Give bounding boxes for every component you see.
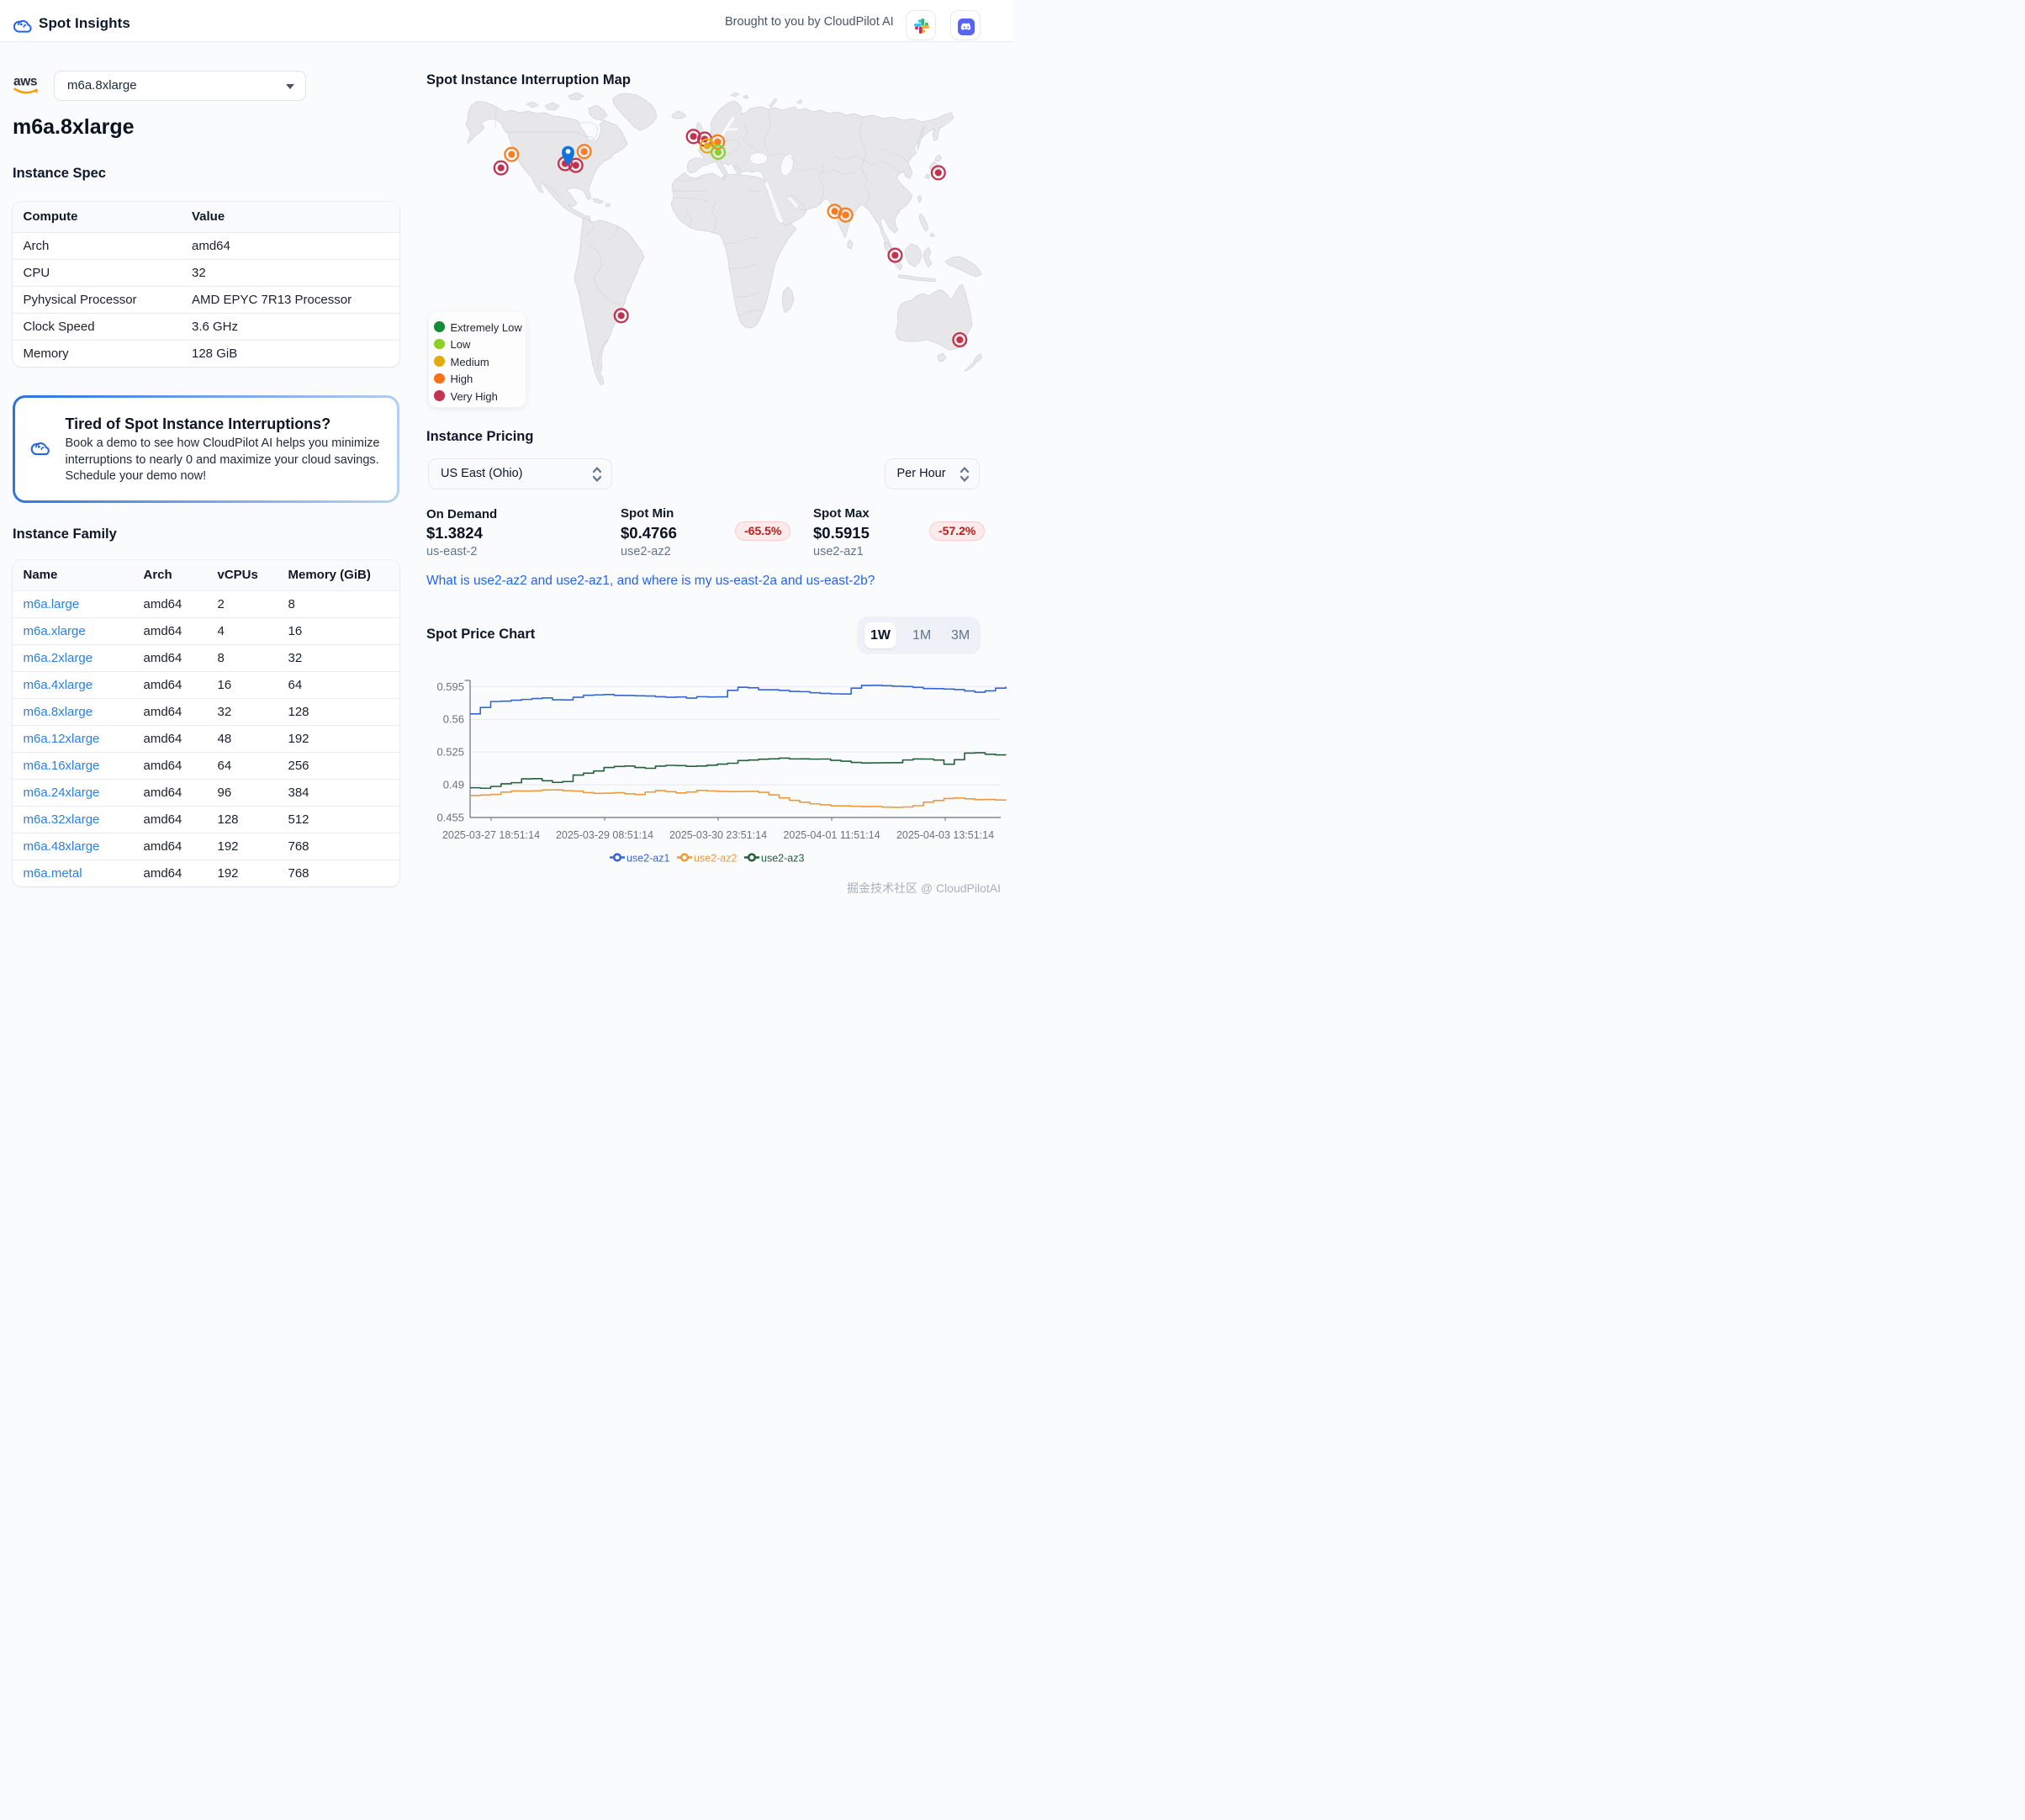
svg-text:0.56: 0.56 [443, 713, 464, 726]
svg-text:0.595: 0.595 [436, 680, 464, 693]
svg-text:2025-04-03 13:51:14: 2025-04-03 13:51:14 [896, 829, 994, 841]
svg-text:0.455: 0.455 [436, 812, 464, 824]
svg-text:2025-03-29 08:51:14: 2025-03-29 08:51:14 [556, 829, 653, 841]
svg-text:2025-03-27 18:51:14: 2025-03-27 18:51:14 [442, 829, 540, 841]
svg-text:2025-03-30 23:51:14: 2025-03-30 23:51:14 [669, 829, 767, 841]
svg-text:2025-04-01 11:51:14: 2025-04-01 11:51:14 [783, 829, 880, 841]
svg-text:aws: aws [13, 75, 37, 89]
svg-text:0.49: 0.49 [443, 779, 464, 791]
svg-text:0.525: 0.525 [436, 746, 464, 759]
svg-text:use2-az2: use2-az2 [694, 853, 737, 865]
svg-text:use2-az1: use2-az1 [627, 853, 669, 865]
svg-text:use2-az3: use2-az3 [761, 853, 804, 865]
